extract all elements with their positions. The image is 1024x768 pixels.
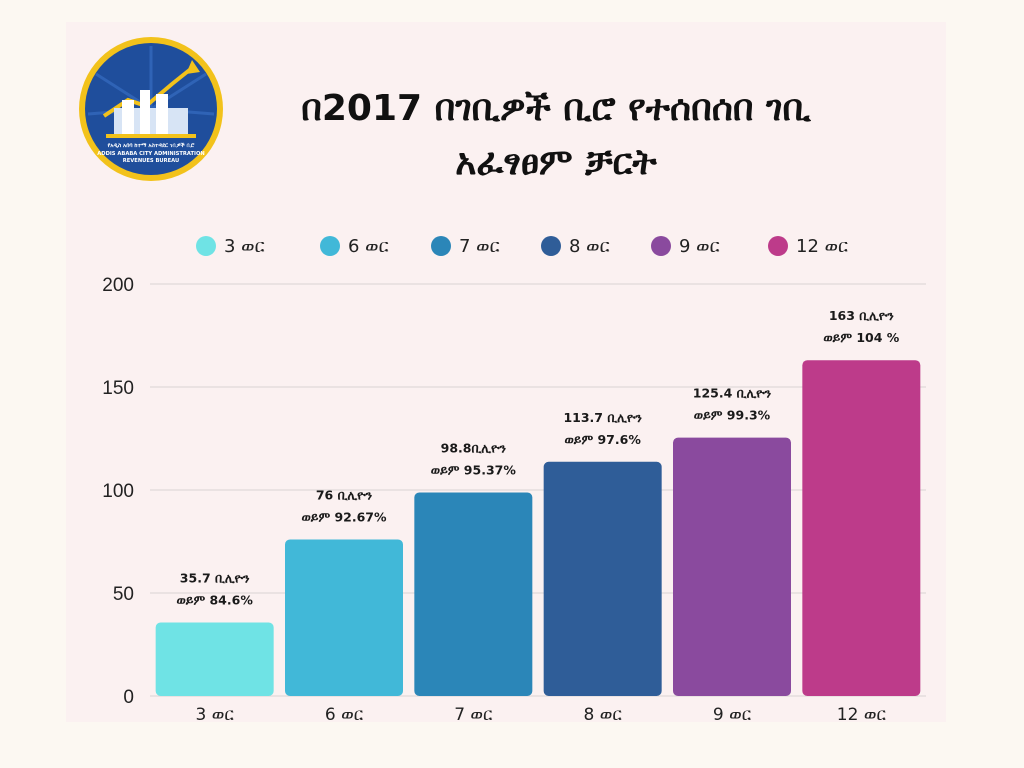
data-label: 35.7 ቢሊዮን — [180, 570, 250, 585]
legend-swatch — [431, 236, 451, 256]
legend-label: 7 ወር — [459, 236, 500, 257]
data-label: ወይም 104 % — [823, 330, 899, 345]
revenues-bureau-logo: የአዲስ አበባ ከተማ አስተዳደር ገቢዎች ቢሮ ADDIS ABABA … — [79, 37, 223, 181]
chart-title-line-1: በ2017 በገቢዎች ቢሮ የተሰበሰበ ገቢ — [301, 88, 811, 129]
legend-swatch — [651, 236, 671, 256]
svg-text:ADDIS ABABA CITY ADMINISTRATIO: ADDIS ABABA CITY ADMINISTRATION — [97, 151, 204, 157]
legend-label: 9 ወር — [679, 236, 720, 257]
data-label: ወይም 97.6% — [564, 432, 641, 447]
legend-swatch — [196, 236, 216, 256]
x-category-label: 9 ወር — [713, 705, 752, 722]
legend-label: 8 ወር — [569, 236, 610, 257]
data-label: 163 ቢሊዮን — [829, 308, 894, 323]
y-tick-label: 150 — [102, 378, 134, 399]
chart-title-line-2: አፈፃፀም ቻርት — [455, 142, 657, 183]
legend-swatch — [768, 236, 788, 256]
bar — [673, 437, 791, 696]
bar — [155, 622, 274, 696]
y-tick-label: 0 — [123, 687, 134, 708]
x-category-label: 7 ወር — [454, 705, 493, 722]
svg-text:የአዲስ አበባ ከተማ አስተዳደር ገቢዎች ቢሮ: የአዲስ አበባ ከተማ አስተዳደር ገቢዎች ቢሮ — [108, 142, 195, 149]
y-tick-label: 50 — [113, 584, 134, 605]
data-label: 98.8ቢሊዮን — [441, 440, 507, 455]
svg-text:REVENUES BUREAU: REVENUES BUREAU — [123, 158, 180, 164]
chart-title: በ2017 በገቢዎች ቢሮ የተሰበሰበ ገቢ አፈፃፀም ቻርት — [246, 82, 866, 190]
legend-label: 12 ወር — [796, 236, 848, 257]
x-category-label: 12 ወር — [837, 705, 887, 722]
data-label: ወይም 95.37% — [431, 462, 517, 477]
x-category-label: 8 ወር — [584, 705, 623, 722]
data-label: 113.7 ቢሊዮን — [563, 410, 642, 425]
y-tick-label: 100 — [102, 481, 134, 502]
y-tick-label: 200 — [102, 275, 134, 296]
x-category-label: 3 ወር — [196, 705, 235, 722]
data-label: 76 ቢሊዮን — [316, 487, 373, 502]
bar — [285, 539, 403, 696]
bar — [414, 492, 533, 696]
data-label: ወይም 92.67% — [301, 509, 387, 524]
bar — [543, 461, 662, 696]
legend-swatch — [320, 236, 340, 256]
data-label: 125.4 ቢሊዮን — [693, 386, 772, 401]
bar — [802, 360, 921, 696]
legend-swatch — [541, 236, 561, 256]
chart-card: የአዲስ አበባ ከተማ አስተዳደር ገቢዎች ቢሮ ADDIS ABABA … — [66, 22, 946, 722]
legend-label: 3 ወር — [224, 236, 265, 257]
x-category-label: 6 ወር — [325, 705, 364, 722]
data-label: ወይም 99.3% — [694, 408, 771, 423]
data-label: ወይም 84.6% — [176, 592, 253, 607]
bar-chart: 0 50 100 150 200 3 ወር 6 ወር 7 ወር 8 ወር 9 ወር 12 ወር 35.… — [102, 236, 926, 722]
legend-label: 6 ወር — [348, 236, 389, 257]
